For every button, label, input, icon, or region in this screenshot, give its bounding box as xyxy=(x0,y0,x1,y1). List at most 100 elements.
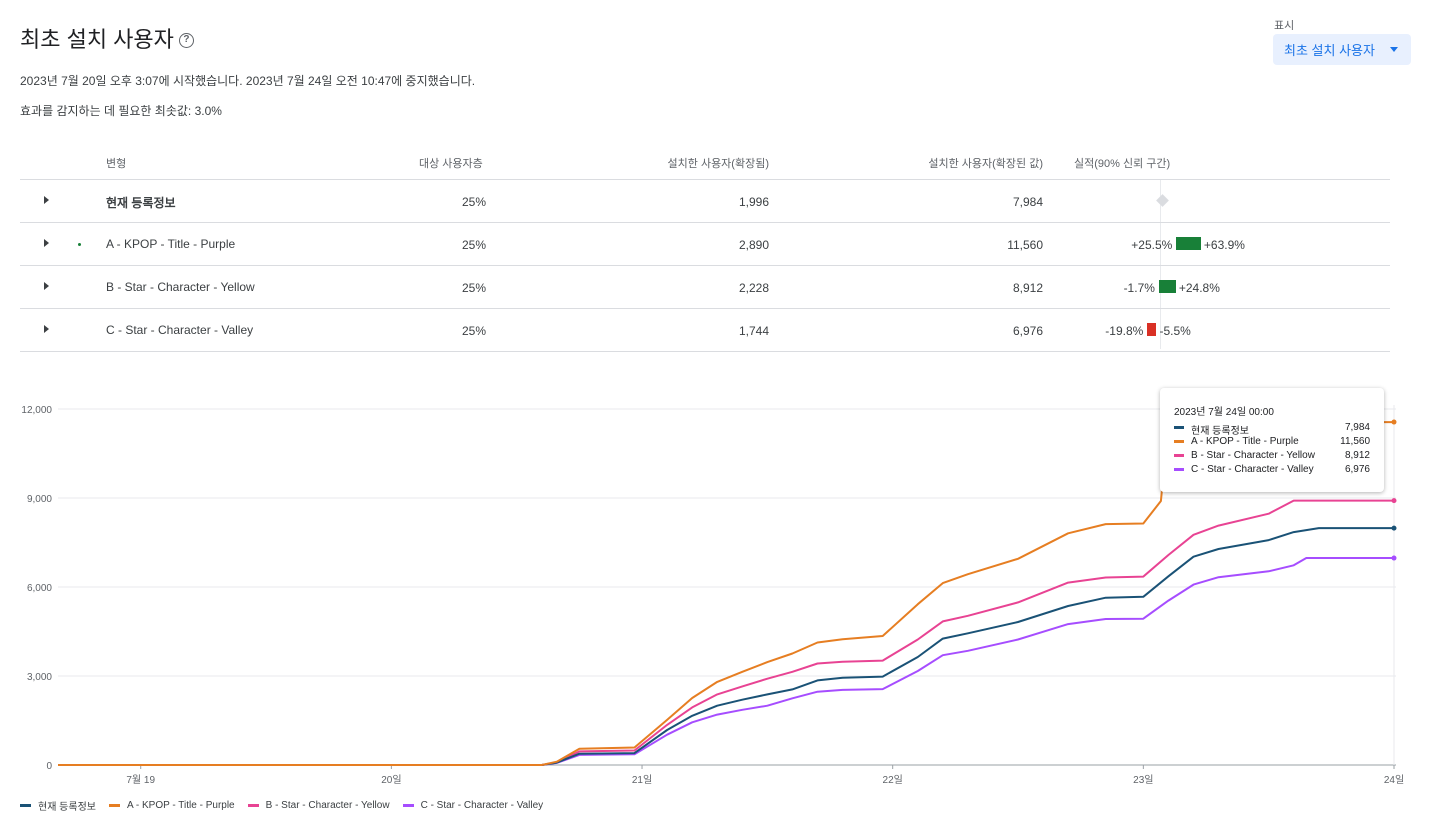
y-tick-label: 3,000 xyxy=(27,672,52,683)
series-line-current xyxy=(58,527,1394,766)
ci-bar xyxy=(1176,237,1201,250)
table-row: 현재 등록정보 25% 1,996 7,984 xyxy=(20,180,1390,223)
tooltip-swatch-c xyxy=(1174,468,1184,471)
tooltip-swatch-b xyxy=(1174,454,1184,457)
y-tick-label: 6,000 xyxy=(27,583,52,594)
table-row: C - Star - Character - Valley 25% 1,744 … xyxy=(20,309,1390,352)
tooltip-swatch-a xyxy=(1174,440,1184,443)
variant-name: C - Star - Character - Valley xyxy=(106,323,254,337)
ci-high-label: -5.5% xyxy=(1159,324,1191,338)
audience-value: 25% xyxy=(461,324,486,338)
legend-label: 현재 등록정보 xyxy=(38,802,96,813)
header-installs: 설치한 사용자(확장됨) xyxy=(667,158,769,170)
scaled-value: 11,560 xyxy=(1007,238,1043,252)
series-end-point xyxy=(1391,419,1397,425)
chart-legend: 현재 등록정보 A - KPOP - Title - Purple B - St… xyxy=(20,798,556,813)
tooltip-series-value: 8,912 xyxy=(1344,450,1370,461)
legend-swatch xyxy=(108,804,120,807)
ci-low-label: -1.7% xyxy=(1123,281,1155,295)
table-header: 변형 대상 사용자층 설치한 사용자(확장됨) 설치한 사용자(확장된 값) 실… xyxy=(20,140,1390,180)
ci-high-label: +63.9% xyxy=(1203,238,1245,252)
ci-bar xyxy=(1158,280,1176,293)
tooltip-series-value: 7,984 xyxy=(1344,422,1370,433)
header-variant: 변형 xyxy=(106,158,127,170)
tooltip-title: 2023년 7월 24일 00:00 xyxy=(1174,407,1274,418)
legend-swatch xyxy=(20,804,31,807)
legend-label: C - Star - Character - Valley xyxy=(420,800,544,811)
audience-value: 25% xyxy=(461,281,486,295)
scaled-value: 6,976 xyxy=(1012,324,1043,338)
ci-high-label: +24.8% xyxy=(1178,281,1220,295)
installs-value: 2,890 xyxy=(738,238,769,252)
header-audience: 대상 사용자층 xyxy=(419,158,483,170)
expand-row-icon[interactable] xyxy=(44,239,49,247)
x-tick-label: 23일 xyxy=(1133,774,1153,786)
series-line-b xyxy=(58,499,1394,766)
ci-low-label: +25.5% xyxy=(1131,238,1173,252)
baseline-diamond-icon xyxy=(1156,194,1169,207)
tooltip-series-name: 현재 등록정보 xyxy=(1191,426,1249,437)
legend-label: A - KPOP - Title - Purple xyxy=(126,800,235,811)
series-end-point xyxy=(1391,555,1397,561)
page-title-text: 최초 설치 사용자 xyxy=(20,27,174,52)
legend-item-c[interactable]: C - Star - Character - Valley xyxy=(402,798,544,813)
installs-line-chart: 0 3,000 6,000 9,000 12,000 7월 19 20일 21일 22일 23일 2… xyxy=(21,405,1404,786)
series-line-c xyxy=(58,557,1394,766)
expand-row-icon[interactable] xyxy=(44,282,49,290)
tooltip-series-value: 11,560 xyxy=(1340,436,1370,447)
tooltip-row: A - KPOP - Title - Purple 11,560 xyxy=(1174,436,1370,450)
x-tick-label: 22일 xyxy=(883,774,903,786)
display-dropdown-value: 최초 설치 사용자 xyxy=(1284,43,1375,58)
experiment-period: 2023년 7월 20일 오후 3:07에 시작했습니다. 2023년 7월 2… xyxy=(20,74,476,88)
legend-swatch xyxy=(402,804,414,807)
variants-table: 변형 대상 사용자층 설치한 사용자(확장됨) 설치한 사용자(확장된 값) 실… xyxy=(20,140,1390,352)
tooltip-row: C - Star - Character - Valley 6,976 xyxy=(1174,464,1370,478)
tooltip-series-value: 6,976 xyxy=(1344,464,1370,475)
expand-row-icon[interactable] xyxy=(44,325,49,333)
y-tick-label: 0 xyxy=(46,761,52,772)
ci-low-label: -19.8% xyxy=(1105,324,1144,338)
variant-name: B - Star - Character - Yellow xyxy=(106,280,255,294)
dropdown-caret-icon xyxy=(1390,47,1398,52)
help-icon[interactable]: ? xyxy=(178,32,194,48)
legend-item-current[interactable]: 현재 등록정보 xyxy=(20,798,96,813)
installs-value: 2,228 xyxy=(738,281,769,295)
tooltip-row: 현재 등록정보 7,984 xyxy=(1174,422,1370,437)
x-tick-label: 7월 19 xyxy=(126,774,155,786)
header-scaled: 설치한 사용자(확장된 값) xyxy=(928,158,1043,170)
table-row: B - Star - Character - Yellow 25% 2,228 … xyxy=(20,266,1390,309)
zero-reference-line xyxy=(1160,180,1161,349)
x-tick-label: 24일 xyxy=(1384,774,1404,786)
tooltip-series-name: B - Star - Character - Yellow xyxy=(1191,450,1315,461)
x-tick-label: 20일 xyxy=(381,774,401,786)
installs-value: 1,744 xyxy=(738,324,769,338)
display-label: 표시 xyxy=(1274,20,1295,32)
series-end-point xyxy=(1391,525,1397,531)
minimum-detectable-effect: 효과를 감지하는 데 필요한 최솟값: 3.0% xyxy=(20,104,222,118)
page-title: 최초 설치 사용자 ? xyxy=(20,22,194,54)
winner-dot-icon xyxy=(78,243,81,246)
expand-row-icon[interactable] xyxy=(44,196,49,204)
scaled-value: 8,912 xyxy=(1012,281,1043,295)
tooltip-swatch-current xyxy=(1174,426,1184,429)
audience-value: 25% xyxy=(461,238,486,252)
tooltip-series-name: C - Star - Character - Valley xyxy=(1191,464,1314,475)
y-tick-label: 12,000 xyxy=(21,405,52,416)
tooltip-series-name: A - KPOP - Title - Purple xyxy=(1191,436,1299,447)
x-tick-label: 21일 xyxy=(632,774,652,786)
ci-bar xyxy=(1147,323,1157,336)
chart-tooltip: 2023년 7월 24일 00:00 현재 등록정보 7,984 A - KPO… xyxy=(1160,388,1384,492)
table-row: A - KPOP - Title - Purple 25% 2,890 11,5… xyxy=(20,223,1390,266)
y-tick-label: 9,000 xyxy=(27,494,52,505)
legend-item-a[interactable]: A - KPOP - Title - Purple xyxy=(108,798,235,813)
series-line-a xyxy=(58,421,1394,766)
legend-swatch xyxy=(247,804,259,807)
tooltip-row: B - Star - Character - Yellow 8,912 xyxy=(1174,450,1370,464)
variant-name: 현재 등록정보 xyxy=(106,196,176,210)
variant-name: A - KPOP - Title - Purple xyxy=(106,237,236,251)
audience-value: 25% xyxy=(461,195,486,209)
legend-item-b[interactable]: B - Star - Character - Yellow xyxy=(247,798,390,813)
display-dropdown[interactable]: 최초 설치 사용자 xyxy=(1273,34,1411,65)
series-end-point xyxy=(1391,498,1397,504)
header-performance: 실적(90% 신뢰 구간) xyxy=(1074,158,1171,170)
